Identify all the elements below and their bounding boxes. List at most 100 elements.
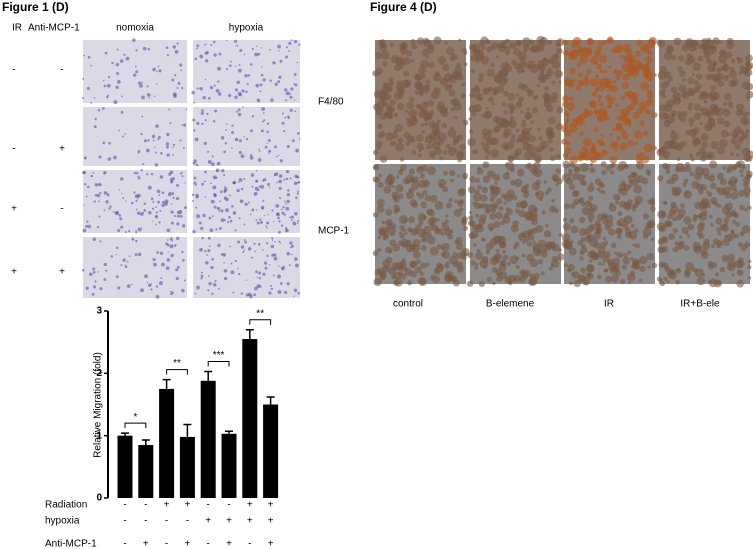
condition-sign: - (165, 516, 168, 527)
cell (141, 115, 144, 118)
cell (267, 213, 269, 216)
cell (372, 149, 379, 156)
cell (504, 38, 510, 44)
cell (230, 270, 235, 275)
cell (609, 170, 615, 175)
cell (451, 70, 461, 80)
cell (159, 251, 164, 255)
cell (215, 88, 220, 93)
cell (196, 44, 200, 48)
bar (117, 435, 133, 498)
cell (211, 162, 215, 166)
cell (710, 60, 717, 67)
cell (99, 192, 102, 195)
cell (700, 43, 705, 48)
cell (247, 201, 251, 204)
cell (386, 174, 396, 184)
cell (597, 98, 601, 103)
cell (602, 236, 607, 241)
cell (118, 214, 121, 217)
cell (418, 66, 426, 75)
cell (260, 184, 265, 189)
cell (142, 163, 145, 166)
cell (278, 179, 282, 184)
condition-name: Radiation (45, 500, 87, 511)
cell (237, 181, 240, 183)
cell (507, 93, 516, 101)
cell (238, 272, 241, 275)
cell (216, 206, 221, 211)
cell (675, 162, 685, 172)
cell (87, 55, 91, 59)
cell (211, 292, 214, 296)
cell (255, 169, 258, 172)
cell (155, 206, 157, 209)
cell (83, 182, 87, 186)
cell (722, 186, 731, 195)
cell (733, 133, 739, 139)
cell (507, 102, 514, 109)
cell (263, 261, 268, 265)
micrograph (81, 38, 187, 105)
cell (204, 78, 207, 81)
cell (668, 233, 676, 241)
cell (738, 70, 743, 75)
cell (544, 73, 551, 80)
cell (575, 117, 585, 127)
cell (400, 238, 409, 247)
cell (516, 93, 520, 97)
cell (722, 108, 731, 117)
cell (502, 254, 509, 261)
cell (538, 63, 547, 72)
cell (554, 53, 559, 59)
cell (478, 280, 486, 288)
cell (555, 168, 561, 174)
cell (279, 159, 283, 163)
cell (133, 171, 137, 175)
cell (420, 201, 428, 209)
cell (445, 144, 451, 149)
cell (636, 39, 643, 46)
cell (676, 157, 681, 162)
cell (204, 51, 208, 55)
cell (533, 153, 542, 163)
cell (381, 220, 386, 225)
cell (284, 116, 287, 119)
cell (569, 108, 573, 112)
cell (403, 131, 411, 139)
cell (544, 86, 549, 91)
cell (140, 227, 143, 230)
cell (683, 216, 692, 225)
cell (83, 54, 85, 57)
cell (181, 250, 184, 254)
cell (481, 237, 485, 242)
cell (266, 142, 268, 144)
cell (619, 54, 624, 59)
cell (121, 192, 123, 195)
cell (243, 53, 246, 56)
cell (414, 90, 419, 95)
cell (491, 102, 495, 106)
cell (122, 197, 125, 200)
cell (484, 155, 489, 160)
cell (174, 74, 177, 77)
column-label: control (393, 299, 423, 310)
cell (707, 151, 716, 160)
cell (256, 99, 261, 103)
cell (732, 219, 737, 225)
row-sign: - (60, 65, 63, 76)
cell (591, 143, 596, 148)
cell (619, 142, 628, 151)
cell (278, 154, 280, 157)
cell (727, 253, 735, 262)
cell (399, 225, 405, 231)
cell (722, 165, 726, 170)
cell (550, 263, 555, 267)
cell (446, 261, 450, 265)
cell (640, 81, 650, 91)
cell (213, 84, 216, 87)
cell (385, 132, 394, 141)
cell (525, 163, 531, 169)
cell (236, 44, 239, 47)
cell (665, 169, 671, 174)
